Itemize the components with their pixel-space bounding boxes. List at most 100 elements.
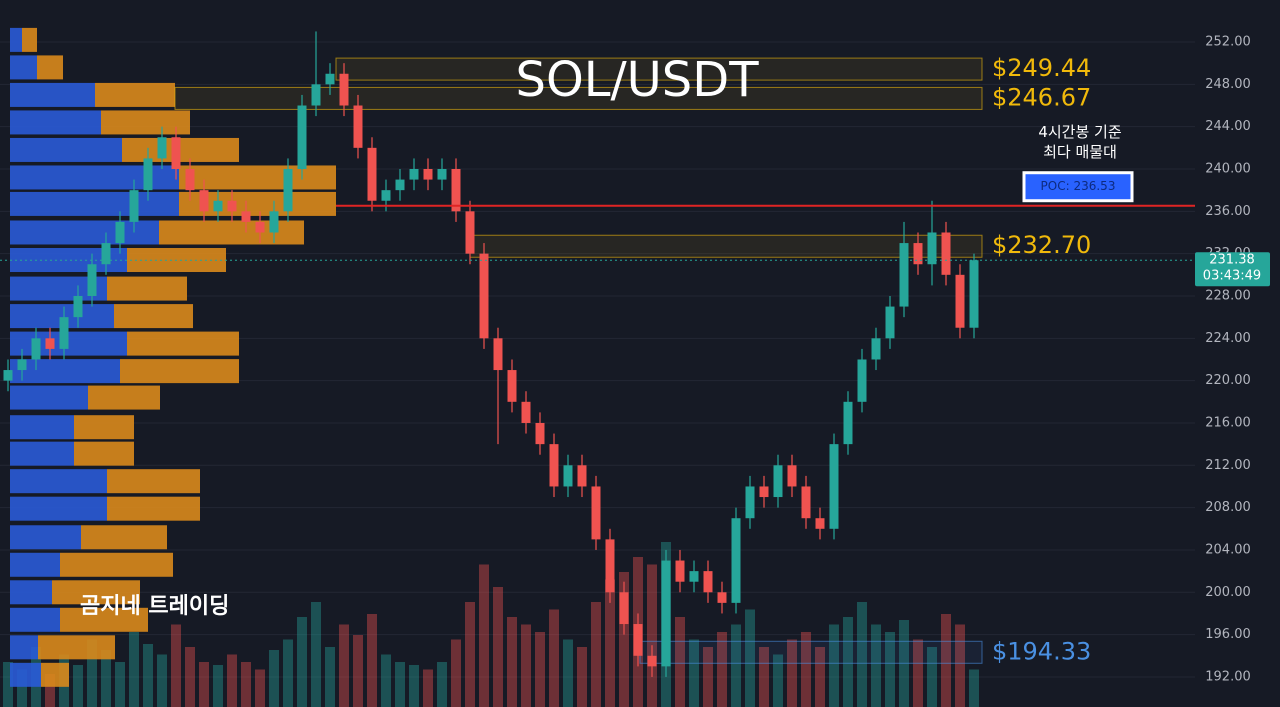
volume-bar [227,654,237,707]
candle-body [423,168,433,180]
candle-body [87,264,97,296]
volume-bar [367,614,377,707]
chart-title: SOL/USDT [515,52,759,108]
profile-down [22,27,37,52]
volume-bar [87,639,97,707]
candle-body [591,486,601,540]
candle-body [269,211,279,233]
volume-bar [941,614,951,707]
profile-down [179,165,336,190]
level-zone [639,640,983,664]
volume-bar [143,644,153,707]
candle-body [199,190,209,212]
candle-body [115,221,125,244]
y-tick-label: 220.00 [1205,373,1251,388]
poc-note: 4시간봉 기준 [1038,123,1122,141]
volume-bar [745,609,755,707]
candle-body [381,190,391,201]
profile-down [37,55,63,80]
candle-body [731,518,741,603]
profile-down [60,552,173,577]
y-tick-label: 244.00 [1205,119,1251,134]
profile-up [10,27,22,52]
volume-bar [703,647,713,707]
level-label: $249.44 [992,54,1091,82]
volume-bar [507,617,517,707]
candle-body [283,168,293,212]
volume-bar [619,572,629,707]
volume-bar [759,647,769,707]
volume-bar [577,647,587,707]
candle-body [577,465,587,487]
y-tick-label: 212.00 [1205,458,1251,473]
candle-body [479,253,489,339]
candle-body [829,444,839,529]
volume-bar [185,647,195,707]
last-price-label: 231.38 [1209,253,1255,268]
volume-bar [885,632,895,707]
volume-bar [787,639,797,707]
volume-bar [871,624,881,707]
profile-up [10,385,88,410]
candle-body [885,306,895,339]
volume-bar [647,564,657,707]
candle-body [255,221,265,233]
volume-bar [269,650,279,707]
volume-bar [115,662,125,707]
level-label: $246.67 [992,83,1091,111]
volume-bar [465,602,475,707]
candle-body [367,147,377,201]
candle-body [521,401,531,423]
candle-body [647,655,657,667]
y-tick-label: 248.00 [1205,77,1251,92]
profile-down [107,276,187,301]
candle-body [353,105,363,148]
volume-bar [45,674,55,707]
volume-bar [801,632,811,707]
volume-bar [283,639,293,707]
volume-bar [73,665,83,707]
profile-up [10,55,37,80]
candle-body [451,168,461,212]
level-label: $194.33 [992,637,1091,665]
y-tick-label: 208.00 [1205,500,1251,515]
volume-bar [493,587,503,707]
volume-bar [675,617,685,707]
candle-body [157,137,167,159]
profile-up [10,607,60,632]
candle-body [815,518,825,529]
volume-bar [689,639,699,707]
candle-body [129,190,139,222]
candle-body [843,401,853,445]
candle-body [17,359,27,371]
profile-up [10,359,120,384]
volume-bar [535,632,545,707]
volume-bar [969,669,979,707]
candle-body [661,560,671,667]
y-tick-label: 196.00 [1205,627,1251,642]
volume-bar [241,662,251,707]
volume-bar [339,624,349,707]
candle-body [101,243,111,265]
candle-body [773,465,783,498]
candle-body [913,243,923,265]
poc-label: POC: 236.53 [1041,179,1116,193]
candle-body [675,560,685,582]
poc-note: 최다 매물대 [1043,143,1117,161]
candle-body [535,422,545,445]
candle-body [3,370,13,381]
candle-body [73,295,83,318]
candle-body [563,465,573,487]
candle-body [325,73,335,85]
volume-bar [857,602,867,707]
profile-up [10,525,81,550]
volume-bar [843,617,853,707]
profile-down [107,469,200,494]
candle-body [227,200,237,212]
profile-up [10,580,52,605]
volume-bar [451,639,461,707]
y-tick-label: 236.00 [1205,204,1251,219]
profile-up [10,415,74,440]
profile-up [10,220,159,245]
volume-bar [311,602,321,707]
